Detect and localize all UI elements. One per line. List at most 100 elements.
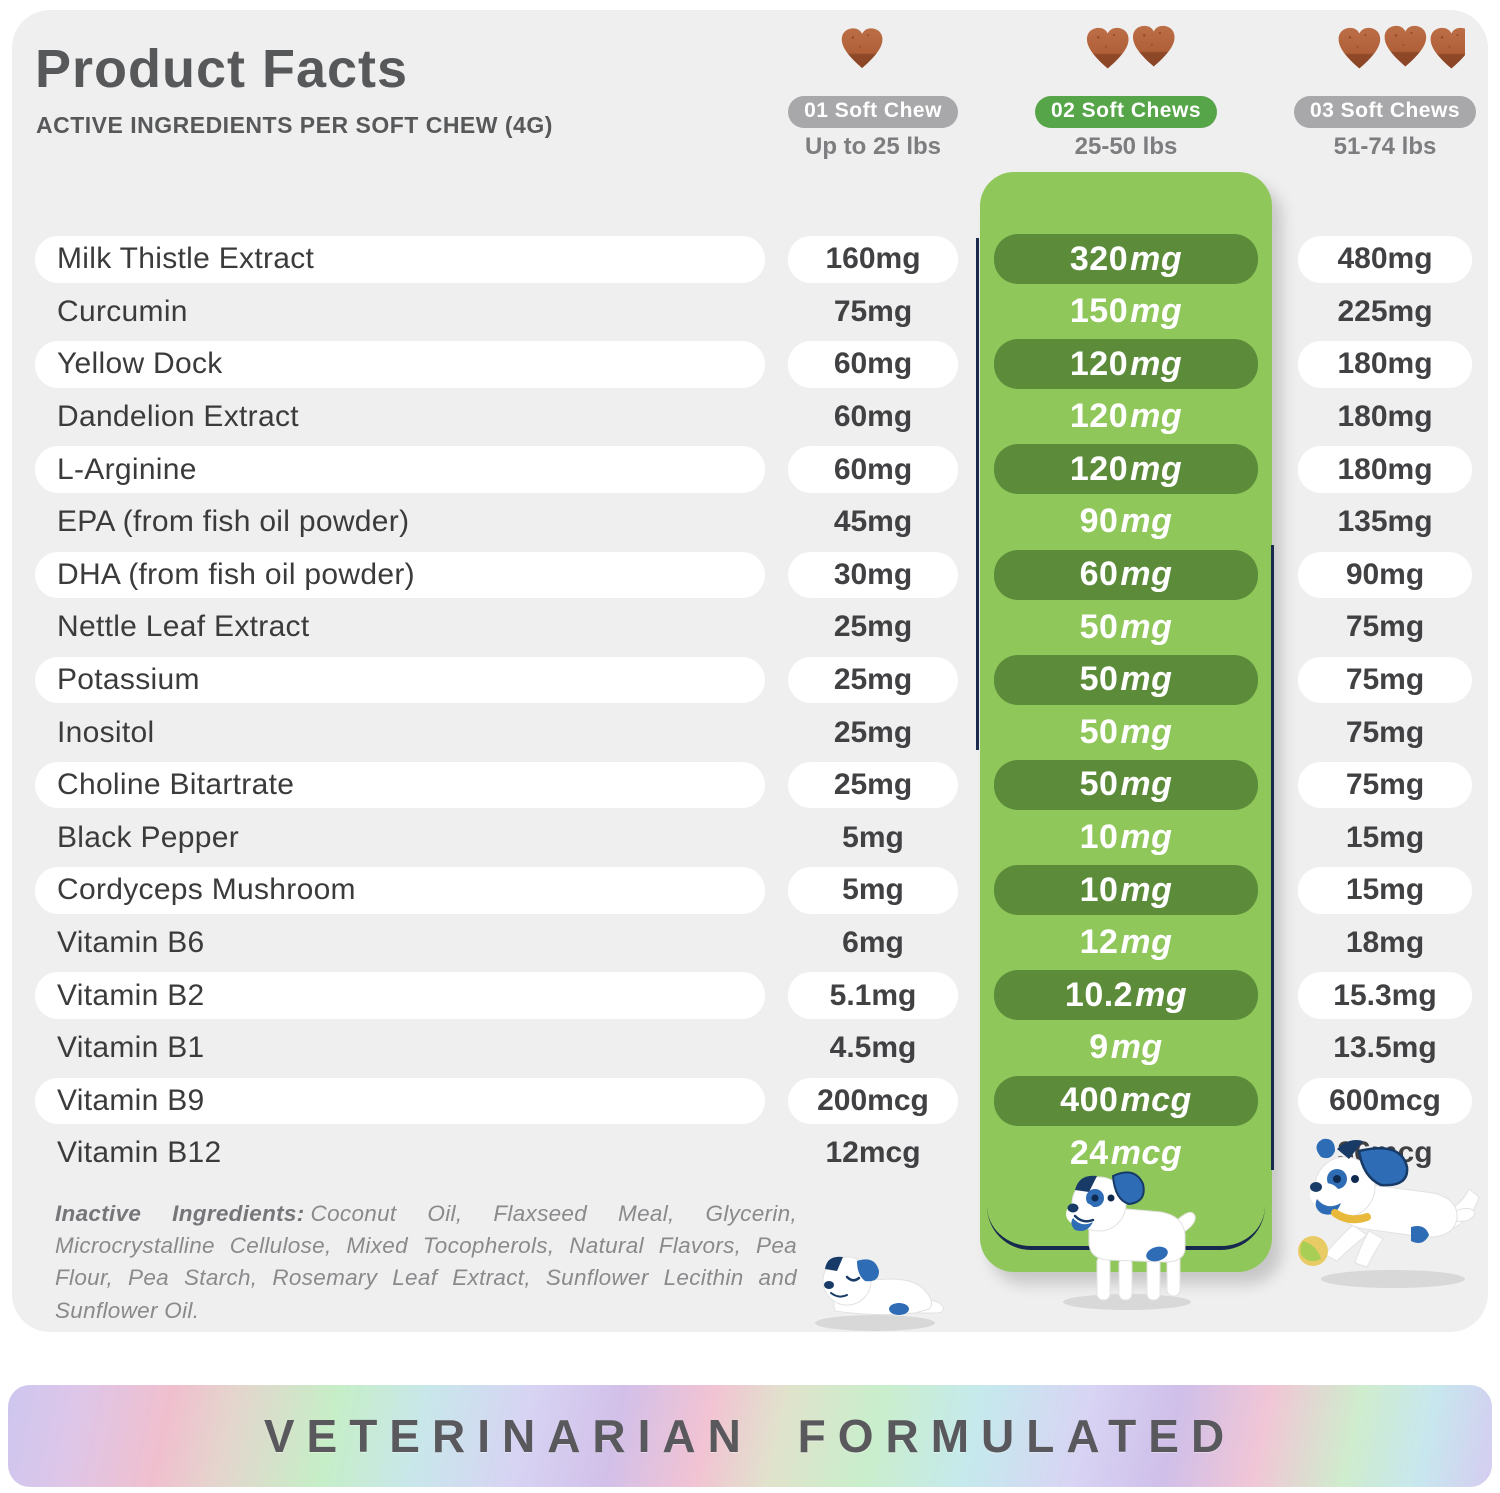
dose-value-2-chews-highlight: 50 mg — [1079, 712, 1173, 751]
ingredient-name: Dandelion Extract — [57, 400, 299, 434]
weight-range: 51-74 lbs — [1333, 133, 1437, 160]
ingredient-name: DHA (from fish oil powder) — [35, 551, 765, 599]
dose-value-1-chew: 45mg — [833, 505, 913, 539]
dose-value-2-chews-highlight: 50 mg — [994, 759, 1258, 810]
dose-count-pill: 01 Soft Chew — [788, 96, 958, 128]
dose-value-3-chews: 13.5mg — [1333, 1031, 1437, 1065]
medium-puppy-standing-icon — [1063, 1171, 1196, 1310]
table-row: Inositol 25mg 50 mg 75mg — [35, 709, 1472, 756]
chew-icon — [1069, 24, 1183, 90]
dose-value-3-chews: 600mcg — [1298, 1077, 1472, 1124]
inactive-ingredients-label: Inactive Ingredients: — [55, 1201, 305, 1226]
dose-value-3-chews: 15mg — [1298, 867, 1472, 914]
inactive-ingredients-text: Coconut Oil, Flaxseed Meal, Glycerin, Mi… — [55, 1201, 798, 1323]
dose-value-3-chews: 135mg — [1337, 505, 1433, 539]
dose-value-2-chews-highlight: 9 mg — [1089, 1028, 1163, 1067]
dose-value-3-chews: 75mg — [1298, 761, 1472, 809]
ingredient-name: Vitamin B9 — [35, 1077, 765, 1124]
ingredient-name: L-Arginine — [35, 446, 765, 493]
table-row: Potassium 25mg 50 mg 75mg — [35, 654, 1472, 705]
table-row: Dandelion Extract 60mg 120 mg 180mg — [35, 394, 1472, 441]
dose-value-1-chew: 200mcg — [788, 1077, 958, 1124]
dose-count-pill: 03 Soft Chews — [1293, 96, 1477, 128]
ingredient-name: Vitamin B2 — [35, 972, 765, 1019]
page-title: Product Facts — [35, 39, 409, 99]
ingredient-name: Potassium — [35, 656, 765, 704]
ingredient-name: Cordyceps Mushroom — [35, 867, 765, 914]
table-row: Vitamin B9 200mcg 400 mcg 600mcg — [35, 1075, 1472, 1126]
dose-value-3-chews: 90mg — [1298, 551, 1472, 599]
weight-range: Up to 25 lbs — [804, 133, 942, 160]
dose-value-3-chews: 15mg — [1345, 820, 1425, 854]
dose-value-1-chew: 4.5mg — [829, 1031, 917, 1065]
dose-column: 02 Soft Chews 25-50 lbs — [1006, 24, 1246, 161]
dose-value-3-chews: 180mg — [1298, 446, 1472, 493]
dose-value-1-chew: 5mg — [788, 867, 958, 914]
dose-value-1-chew: 5mg — [842, 820, 904, 854]
ingredient-name: Vitamin B1 — [57, 1031, 205, 1065]
ingredient-name: Vitamin B12 — [57, 1136, 222, 1170]
dose-value-1-chew: 30mg — [788, 551, 958, 599]
dose-value-2-chews-highlight: 50 mg — [994, 654, 1258, 705]
dose-value-1-chew: 25mg — [833, 715, 913, 749]
ingredients-table: Milk Thistle Extract 160mg 320 mg 480mg Curcu… — [35, 234, 1472, 1183]
table-row: Vitamin B2 5.1mg 10.2 mg 15.3mg — [35, 970, 1472, 1021]
dose-value-2-chews-highlight: 60 mg — [994, 549, 1258, 600]
dose-value-3-chews: 180mg — [1337, 400, 1433, 434]
dose-value-2-chews-highlight: 90 mg — [1079, 502, 1173, 541]
dose-value-2-chews-highlight: 120 mg — [1069, 397, 1183, 436]
ingredient-name: EPA (from fish oil powder) — [57, 505, 410, 539]
inactive-ingredients: Inactive Ingredients: Coconut Oil, Flaxse… — [55, 1198, 797, 1327]
dose-value-1-chew: 5.1mg — [788, 972, 958, 1019]
dose-value-3-chews: 480mg — [1298, 236, 1472, 283]
dose-count-pill: 02 Soft Chews — [1034, 96, 1218, 128]
dose-value-1-chew: 25mg — [833, 610, 913, 644]
table-row: Vitamin B6 6mg 12 mg 18mg — [35, 920, 1472, 967]
table-row: Curcumin 75mg 150 mg 225mg — [35, 289, 1472, 336]
dose-value-3-chews: 225mg — [1337, 294, 1433, 328]
dose-value-1-chew: 60mg — [833, 400, 913, 434]
dose-column: 01 Soft Chew Up to 25 lbs — [753, 24, 993, 161]
ingredient-name: Nettle Leaf Extract — [57, 610, 310, 644]
dose-value-2-chews-highlight: 10 mg — [1079, 818, 1173, 857]
dose-value-2-chews-highlight: 50 mg — [1079, 607, 1173, 646]
dose-value-1-chew: 6mg — [842, 925, 904, 959]
page-subtitle: ACTIVE INGREDIENTS PER SOFT CHEW (4G) — [36, 112, 553, 138]
ingredient-name: Vitamin B6 — [57, 925, 205, 959]
dose-value-2-chews-highlight: 10 mg — [994, 865, 1258, 916]
dose-value-2-chews-highlight: 120 mg — [994, 444, 1258, 495]
dose-value-3-chews: 180mg — [1298, 341, 1472, 388]
dose-value-2-chews-highlight: 150 mg — [1069, 292, 1183, 331]
table-row: EPA (from fish oil powder) 45mg 90 mg 135mg — [35, 499, 1472, 546]
small-puppy-lying-icon — [815, 1256, 944, 1331]
large-puppy-running-icon — [1298, 1138, 1480, 1288]
dose-value-1-chew: 25mg — [788, 761, 958, 809]
veterinarian-formulated-banner: VETERINARIAN FORMULATED — [8, 1385, 1492, 1487]
dose-value-3-chews: 75mg — [1345, 610, 1425, 644]
dose-column: 03 Soft Chews 51-74 lbs — [1265, 24, 1500, 161]
dose-value-2-chews-highlight: 320 mg — [994, 234, 1258, 284]
dose-value-1-chew: 25mg — [788, 656, 958, 704]
dose-value-3-chews: 75mg — [1298, 656, 1472, 704]
dose-value-2-chews-highlight: 10.2 mg — [994, 970, 1258, 1021]
dose-value-1-chew: 160mg — [788, 236, 958, 283]
dose-value-3-chews: 18mg — [1345, 925, 1425, 959]
weight-range: 25-50 lbs — [1074, 133, 1178, 160]
ingredient-name: Choline Bitartrate — [35, 761, 765, 809]
product-facts-panel: Product Facts ACTIVE INGREDIENTS PER SOF… — [12, 10, 1488, 1332]
table-row: Yellow Dock 60mg 120 mg 180mg — [35, 339, 1472, 390]
dose-value-1-chew: 60mg — [788, 446, 958, 493]
table-row: L-Arginine 60mg 120 mg 180mg — [35, 444, 1472, 495]
chew-icon — [1305, 24, 1465, 90]
ingredient-name: Black Pepper — [57, 820, 240, 854]
table-row: Vitamin B1 4.5mg 9 mg 13.5mg — [35, 1025, 1472, 1072]
table-row: Vitamin B1212mcg24mcg36mcg — [35, 1130, 1472, 1177]
table-row: Cordyceps Mushroom 5mg 10 mg 15mg — [35, 865, 1472, 916]
ingredient-name: Milk Thistle Extract — [35, 236, 765, 283]
table-row: Milk Thistle Extract 160mg 320 mg 480mg — [35, 234, 1472, 284]
banner-text: VETERINARIAN FORMULATED — [263, 1410, 1237, 1462]
dose-value-1-chew: 12mcg — [825, 1136, 921, 1170]
dose-value-2-chews-highlight: 120 mg — [994, 339, 1258, 390]
table-row: Choline Bitartrate 25mg 50 mg 75mg — [35, 759, 1472, 810]
